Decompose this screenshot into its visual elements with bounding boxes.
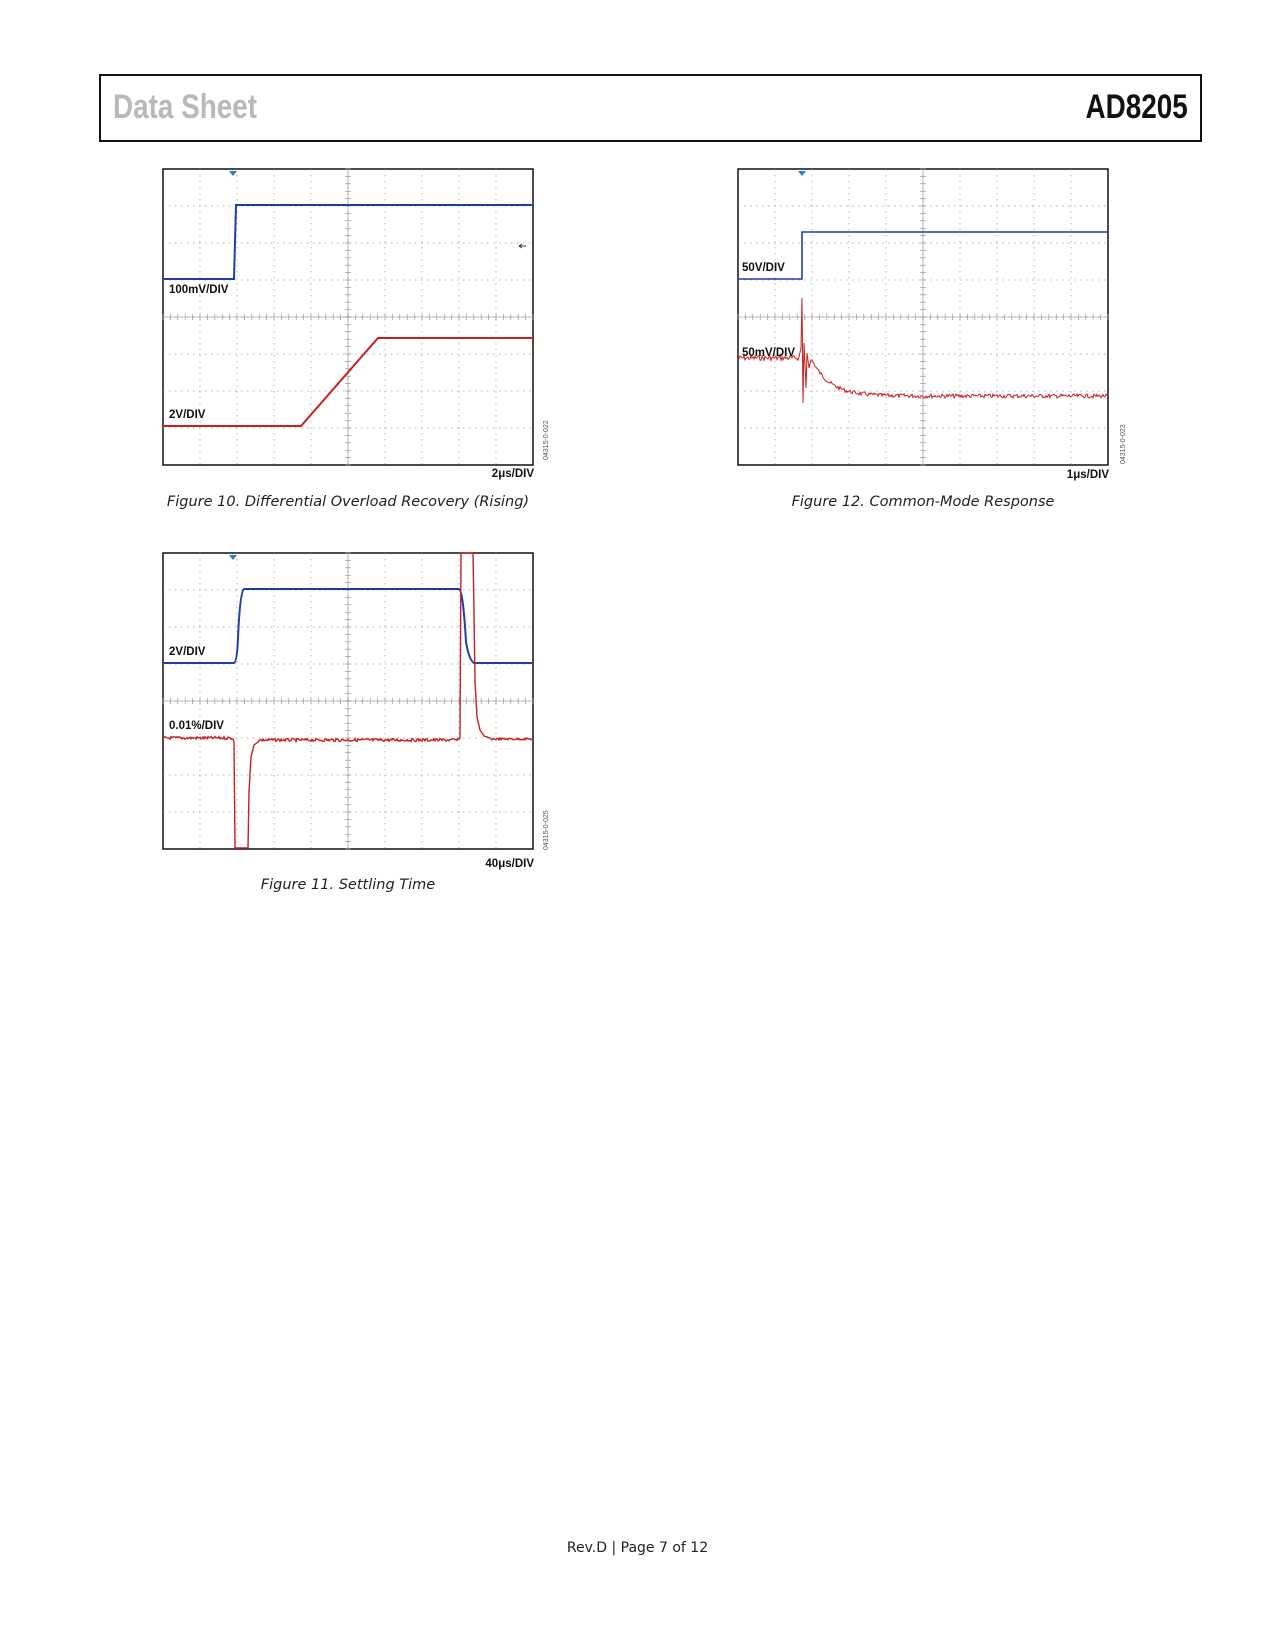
timebase-label: 40μs/DIV (485, 858, 534, 870)
figure-10-scope: 100mV/DIV 2V/DIV 2μs/DIV 04315-0-022 (162, 168, 550, 488)
trigger-marker (798, 171, 806, 176)
figure-12-caption: Figure 12. Common-Mode Response (791, 494, 1055, 510)
figure-10-svg: 100mV/DIV 2V/DIV 2μs/DIV 04315-0-022 (162, 168, 550, 480)
ch2-trace (162, 552, 534, 849)
part-number: AD8205 (1085, 88, 1188, 126)
ch1-trace (738, 231, 1108, 280)
doc-type-label: Data Sheet (113, 88, 258, 126)
level-arrow (518, 243, 526, 249)
figure-11-caption: Figure 11. Settling Time (260, 877, 436, 893)
trigger-marker (229, 171, 237, 176)
trigger-marker (229, 555, 237, 560)
ch1-scale-label: 2V/DIV (169, 646, 206, 658)
figure-10-caption: Figure 10. Differential Overload Recover… (166, 494, 530, 510)
figure-id: 04315-0-025 (543, 810, 550, 850)
scope-grid (162, 168, 534, 466)
ch1-scale-label: 100mV/DIV (169, 284, 229, 296)
scope-grid (737, 168, 1109, 466)
figure-12-svg: 50V/DIV 50mV/DIV 1μs/DIV 04315-0-023 (737, 168, 1127, 481)
figure-id: 04315-0-022 (543, 420, 550, 460)
ch2-trace (163, 337, 533, 427)
ch1-trace (163, 204, 533, 280)
ch1-trace (163, 588, 533, 664)
page-header: Data Sheet AD8205 (99, 74, 1202, 142)
ch2-scale-label: 0.01%/DIV (169, 720, 224, 732)
ch2-trace (737, 297, 1109, 404)
figure-id: 04315-0-023 (1120, 424, 1127, 464)
ch1-scale-label: 50V/DIV (742, 262, 785, 274)
timebase-label: 2μs/DIV (492, 468, 535, 480)
scope-grid (162, 552, 534, 850)
ch2-scale-label: 50mV/DIV (742, 347, 795, 359)
figure-12-scope: 50V/DIV 50mV/DIV 1μs/DIV 04315-0-023 (737, 168, 1127, 488)
page-footer: Rev.D | Page 7 of 12 (566, 1540, 709, 1556)
timebase-label: 1μs/DIV (1067, 469, 1110, 481)
figure-11-scope: 2V/DIV 0.01%/DIV 40μs/DIV 04315-0-025 (162, 552, 550, 872)
ch2-scale-label: 2V/DIV (169, 409, 206, 421)
figure-11-svg: 2V/DIV 0.01%/DIV 40μs/DIV 04315-0-025 (162, 552, 550, 870)
